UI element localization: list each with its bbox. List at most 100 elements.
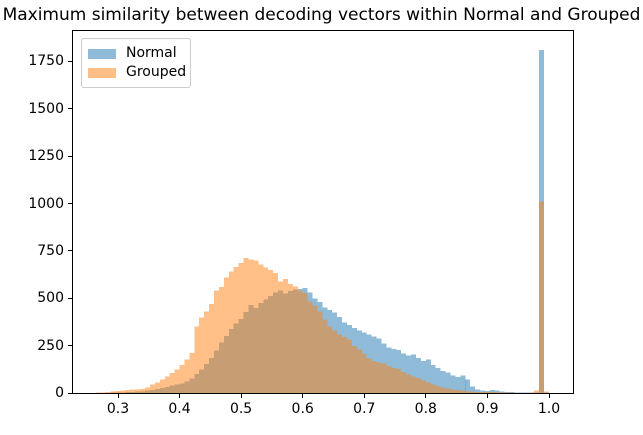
x-tick-label: 0.5 (229, 401, 253, 417)
histogram-bar-normal (489, 389, 495, 393)
histogram-bar-grouped (278, 281, 283, 393)
histogram-bar-grouped (120, 390, 126, 393)
histogram-bar-grouped (199, 317, 205, 393)
y-tick-label: 1500 (28, 100, 64, 117)
histogram-bar-grouped (189, 353, 195, 393)
x-tick-label: 0.3 (106, 401, 130, 417)
histogram-bar-grouped (258, 264, 264, 393)
x-tick-mark (302, 394, 304, 398)
histogram-bar-grouped (499, 392, 505, 393)
histogram-bar-normal (470, 386, 476, 393)
histogram-bar-grouped (204, 311, 210, 393)
x-tick-mark (117, 394, 119, 398)
histogram-bar-grouped (401, 371, 407, 393)
histogram-bar-grouped (544, 391, 549, 393)
legend-swatch-grouped (88, 67, 116, 78)
histogram-bar-normal (415, 357, 421, 393)
histogram-bar-grouped (110, 391, 116, 393)
histogram-bar-grouped (125, 389, 131, 393)
histogram-bar-grouped (115, 391, 121, 393)
y-tick-label: 1750 (28, 53, 64, 70)
legend-label-normal: Normal (126, 45, 177, 61)
histogram-bar-grouped (228, 271, 234, 393)
histogram-bar-grouped (248, 259, 254, 393)
histogram-bar-grouped (100, 392, 106, 393)
histogram-bar-grouped (381, 363, 387, 393)
histogram-bar-normal (435, 368, 441, 393)
y-tick-label: 1000 (28, 195, 64, 212)
y-tick-mark (68, 60, 72, 62)
histogram-bar-grouped (159, 379, 165, 393)
histogram-bar-grouped (233, 266, 239, 393)
histogram-bar-grouped (391, 367, 397, 393)
histogram-bar-grouped (214, 290, 219, 393)
histogram-bar-grouped (332, 330, 338, 393)
histogram-bar-grouped (292, 286, 298, 393)
histogram-bar-normal (411, 354, 416, 393)
x-tick-mark (486, 394, 488, 398)
histogram-bar-normal (455, 376, 461, 393)
legend-label-grouped: Grouped (126, 64, 187, 80)
histogram-bar-grouped (361, 353, 367, 393)
y-tick-label: 750 (37, 242, 64, 259)
histogram-bar-grouped (218, 286, 224, 393)
histogram-bar-grouped (184, 359, 190, 393)
histogram-bar-grouped (154, 382, 160, 393)
histogram-bar-grouped (322, 319, 328, 393)
histogram-bar-grouped (302, 293, 308, 393)
y-tick-label: 500 (37, 290, 64, 307)
histogram-bar-normal (475, 389, 481, 393)
histogram-bar-grouped (494, 392, 500, 393)
x-tick-mark (179, 394, 180, 398)
histogram-bar-normal (425, 359, 431, 393)
histogram-bar-grouped (450, 389, 456, 393)
histogram-bar-normal (465, 379, 471, 393)
histogram-bar-grouped (455, 390, 461, 393)
histogram-bar-normal (430, 364, 436, 393)
histogram-bar-grouped (534, 390, 540, 393)
x-tick-mark (240, 394, 242, 398)
histogram-bar-grouped (396, 369, 402, 393)
histogram-bar-grouped (282, 279, 288, 393)
histogram-bar-grouped (406, 374, 412, 393)
histogram-bar-grouped (253, 260, 259, 393)
y-tick-mark (68, 297, 72, 299)
histogram-bar-grouped (480, 392, 485, 393)
histogram-bar-normal (460, 375, 466, 393)
histogram-bar-grouped (263, 267, 269, 393)
histogram-bar-grouped (273, 273, 279, 393)
histogram-bar-grouped (376, 362, 382, 393)
histogram-bar-grouped (440, 387, 446, 393)
histogram-bar-grouped (135, 389, 141, 393)
histogram-bar-normal (484, 390, 490, 393)
legend: Normal Grouped (81, 38, 191, 88)
histogram-bar-grouped (307, 301, 313, 393)
histogram-bar-grouped (475, 391, 481, 393)
histogram-bar-grouped (238, 262, 244, 393)
chart-title: Maximum similarity between decoding vect… (2, 5, 641, 25)
histogram-bar-normal (514, 392, 520, 393)
y-tick-mark (68, 108, 72, 110)
y-tick-mark (68, 250, 72, 252)
histogram-bar-grouped (347, 339, 352, 393)
x-tick-label: 0.6 (291, 401, 314, 417)
histogram-bar-normal (494, 390, 500, 393)
histogram-bar-normal (440, 370, 446, 393)
histogram-bar-grouped (164, 376, 170, 393)
legend-item-normal: Normal (88, 44, 182, 63)
histogram-bar-grouped (337, 334, 343, 393)
x-tick-label: 0.7 (353, 401, 376, 417)
histogram-bar-grouped (312, 305, 318, 393)
histogram-bar-grouped (174, 369, 180, 393)
legend-item-grouped: Grouped (88, 63, 186, 82)
histogram-bar-grouped (179, 364, 185, 393)
histogram-bar-grouped (411, 376, 416, 393)
histogram-bar-grouped (445, 388, 451, 393)
y-tick-mark (68, 155, 72, 157)
histogram-bar-grouped (366, 358, 372, 393)
histogram-bar-grouped (415, 378, 421, 393)
histogram-bar-grouped (489, 392, 495, 393)
y-tick-mark (68, 203, 72, 204)
histogram-bar-grouped (317, 311, 323, 393)
